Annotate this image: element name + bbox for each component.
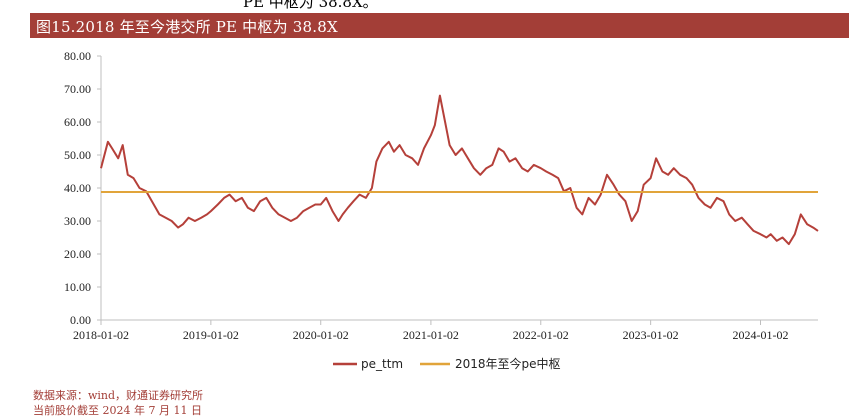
date-note: 当前股价截至 2024 年 7 月 11 日 — [33, 404, 202, 417]
y-tick-label: 60.00 — [64, 115, 91, 129]
y-tick-label: 10.00 — [64, 280, 91, 294]
x-tick-label: 2021-01-02 — [403, 328, 459, 342]
x-tick-label: 2019-01-02 — [183, 328, 239, 342]
figure-title: 图15.2018 年至今港交所 PE 中枢为 38.8X — [36, 18, 338, 36]
x-tick-label: 2018-01-02 — [73, 328, 129, 342]
x-tick-label: 2020-01-02 — [293, 328, 349, 342]
y-tick-label: 80.00 — [64, 49, 91, 63]
series-line-pe-ttm — [100, 94, 819, 246]
y-tick-label: 50.00 — [64, 148, 91, 162]
y-tick-label: 30.00 — [64, 214, 91, 228]
source-note: 数据来源：wind，财通证券研究所 — [33, 389, 204, 402]
plot-area: 0.00 10.00 20.00 30.00 40.00 50.00 60.00 70.00 8… — [64, 49, 819, 371]
figure-title-bar: 图15.2018 年至今港交所 PE 中枢为 38.8X — [30, 13, 849, 38]
legend-pe-center-label: 2018年至今pe中枢 — [455, 356, 561, 371]
y-tick-label: 70.00 — [64, 82, 91, 96]
y-tick-label: 20.00 — [64, 247, 91, 261]
legend-pe-ttm-label: pe_ttm — [361, 357, 403, 371]
pe-line-chart: 0.00 10.00 20.00 30.00 40.00 50.00 60.00 70.00 8… — [64, 49, 819, 371]
x-tick-label: 2024-01-02 — [733, 328, 789, 342]
x-tick-label: 2022-01-02 — [513, 328, 569, 342]
y-tick-label: 40.00 — [64, 181, 91, 195]
y-tick-label: 0.00 — [70, 313, 91, 327]
x-tick-label: 2023-01-02 — [623, 328, 679, 342]
previous-text-fragment: PE 中枢为 38.8X。 — [0, 0, 849, 9]
previous-text: PE 中枢为 38.8X。 — [243, 0, 378, 9]
